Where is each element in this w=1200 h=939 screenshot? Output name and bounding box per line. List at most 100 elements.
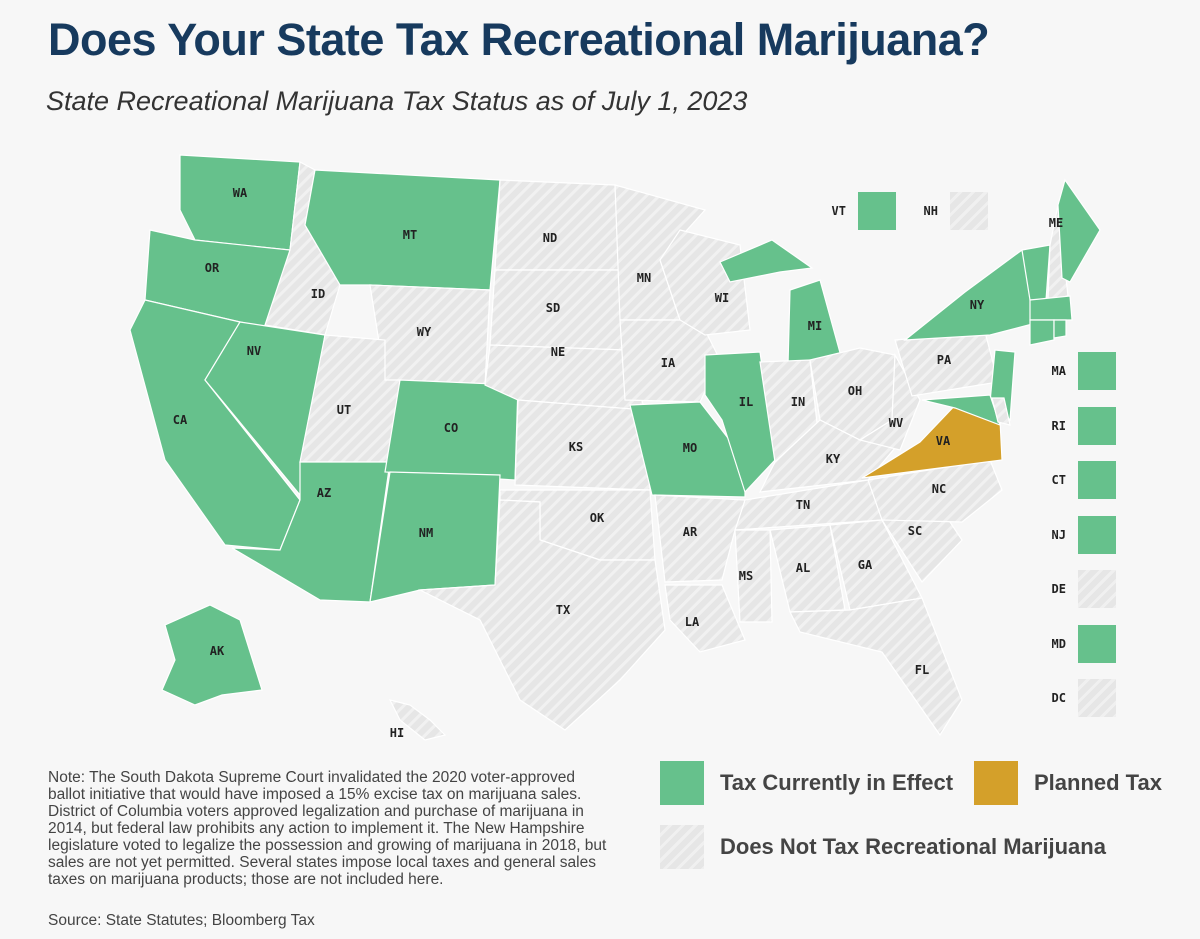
state-la [664, 584, 746, 653]
state-label-wi: WI [715, 291, 729, 305]
state-ri [1053, 319, 1067, 339]
callout-swatch [1078, 461, 1116, 499]
state-ny [903, 248, 1041, 341]
state-label-hi: HI [390, 726, 404, 740]
callout-ct: CT [1036, 461, 1116, 499]
callout-swatch [858, 192, 896, 230]
state-label-mi: MI [808, 319, 822, 333]
state-label-or: OR [205, 261, 220, 275]
note-text: Note: The South Dakota Supreme Court inv… [48, 769, 607, 888]
state-label-ut: UT [337, 403, 351, 417]
callout-nh: NH [908, 192, 988, 230]
legend-planned: Planned Tax [974, 761, 1162, 805]
callout-label: VT [831, 204, 846, 218]
state-label-ak: AK [210, 644, 225, 658]
legend-none: Does Not Tax Recreational Marijuana [660, 825, 1106, 869]
state-ma [1029, 295, 1073, 321]
callout-md: MD [1036, 624, 1116, 663]
state-label-mt: MT [403, 228, 417, 242]
state-label-mn: MN [637, 271, 651, 285]
state-md [921, 394, 1001, 427]
state-mi [719, 239, 814, 283]
legend-swatch-tax [660, 761, 704, 805]
legend-swatch-none [660, 825, 704, 869]
state-label-ca: CA [173, 413, 188, 427]
state-de [991, 397, 1011, 426]
state-label-ne: NE [551, 345, 565, 359]
source-text: Source: State Statutes; Bloomberg Tax [48, 912, 315, 929]
callout-label: RI [1051, 418, 1066, 433]
state-label-fl: FL [915, 663, 929, 677]
legend-label: Tax Currently in Effect [720, 770, 954, 795]
state-label-ia: IA [661, 356, 676, 370]
callout-swatch [1078, 515, 1116, 554]
state-label-in: IN [791, 395, 805, 409]
state-label-tx: TX [556, 603, 571, 617]
state-ct [1029, 319, 1055, 346]
callout-label: NH [923, 204, 938, 218]
legend-label: Does Not Tax Recreational Marijuana [720, 834, 1106, 859]
callout-label: MA [1051, 364, 1066, 378]
state-label-nc: NC [932, 482, 946, 496]
callout-de: DE [1036, 570, 1116, 608]
callout-dc: DC [1036, 679, 1116, 717]
callout-ma: MA [1036, 352, 1116, 390]
callout-label: DE [1051, 582, 1066, 596]
legend-tax: Tax Currently in Effect [660, 761, 953, 805]
state-wa [179, 154, 301, 251]
state-label-nm: NM [419, 526, 433, 540]
callout-label: CT [1051, 473, 1066, 487]
callout-swatch [1078, 570, 1116, 608]
state-label-ny: NY [970, 298, 985, 312]
state-label-sd: SD [546, 301, 560, 315]
state-label-co: CO [444, 421, 458, 435]
state-label-ga: GA [858, 558, 873, 572]
callout-label: DC [1051, 691, 1066, 705]
page-subtitle: State Recreational Marijuana Tax Status … [46, 86, 748, 116]
state-ar [654, 494, 746, 583]
state-ms [734, 529, 773, 623]
state-nm [369, 471, 501, 603]
state-ak [161, 604, 263, 706]
state-label-pa: PA [937, 353, 952, 367]
state-az [231, 461, 391, 603]
state-label-la: LA [685, 615, 700, 629]
callout-nj: NJ [1036, 515, 1116, 554]
us-map: WA OR CA ID NV MT WY UT AZ CO NM ND SD NE KS OK TX MN IA MO… [129, 154, 1101, 741]
callout-swatch [1078, 624, 1116, 663]
state-label-nd: ND [543, 231, 557, 245]
state-label-ar: AR [683, 525, 698, 539]
state-label-ok: OK [590, 511, 605, 525]
state-label-az: AZ [317, 486, 331, 500]
state-label-id: ID [311, 287, 325, 301]
state-label-tn: TN [796, 498, 810, 512]
state-label-wv: WV [889, 416, 903, 430]
callout-ri: RI [1036, 406, 1116, 445]
callout-vt: VT [816, 192, 896, 230]
state-il [704, 351, 776, 494]
state-label-mo: MO [683, 441, 697, 455]
state-label-ky: KY [826, 452, 841, 466]
state-hi [388, 699, 447, 741]
state-label-sc: SC [908, 524, 922, 538]
state-fl [789, 597, 963, 737]
state-me [1057, 178, 1101, 283]
legend-label: Planned Tax [1034, 770, 1162, 795]
state-tx [417, 499, 666, 731]
state-label-il: IL [739, 395, 753, 409]
callout-swatch [1078, 679, 1116, 717]
state-nd [494, 179, 621, 271]
state-label-ks: KS [569, 440, 583, 454]
legend-swatch-planned [974, 761, 1018, 805]
callout-swatch [1078, 352, 1116, 390]
callout-swatch [1078, 406, 1116, 445]
state-wi [659, 229, 751, 336]
state-label-al: AL [796, 561, 810, 575]
callout-label: MD [1051, 636, 1066, 651]
callout-label: NJ [1051, 527, 1066, 542]
page-title: Does Your State Tax Recreational Marijua… [48, 14, 990, 65]
state-label-nv: NV [247, 344, 261, 358]
state-label-wy: WY [417, 325, 432, 339]
state-label-me: ME [1049, 216, 1063, 230]
